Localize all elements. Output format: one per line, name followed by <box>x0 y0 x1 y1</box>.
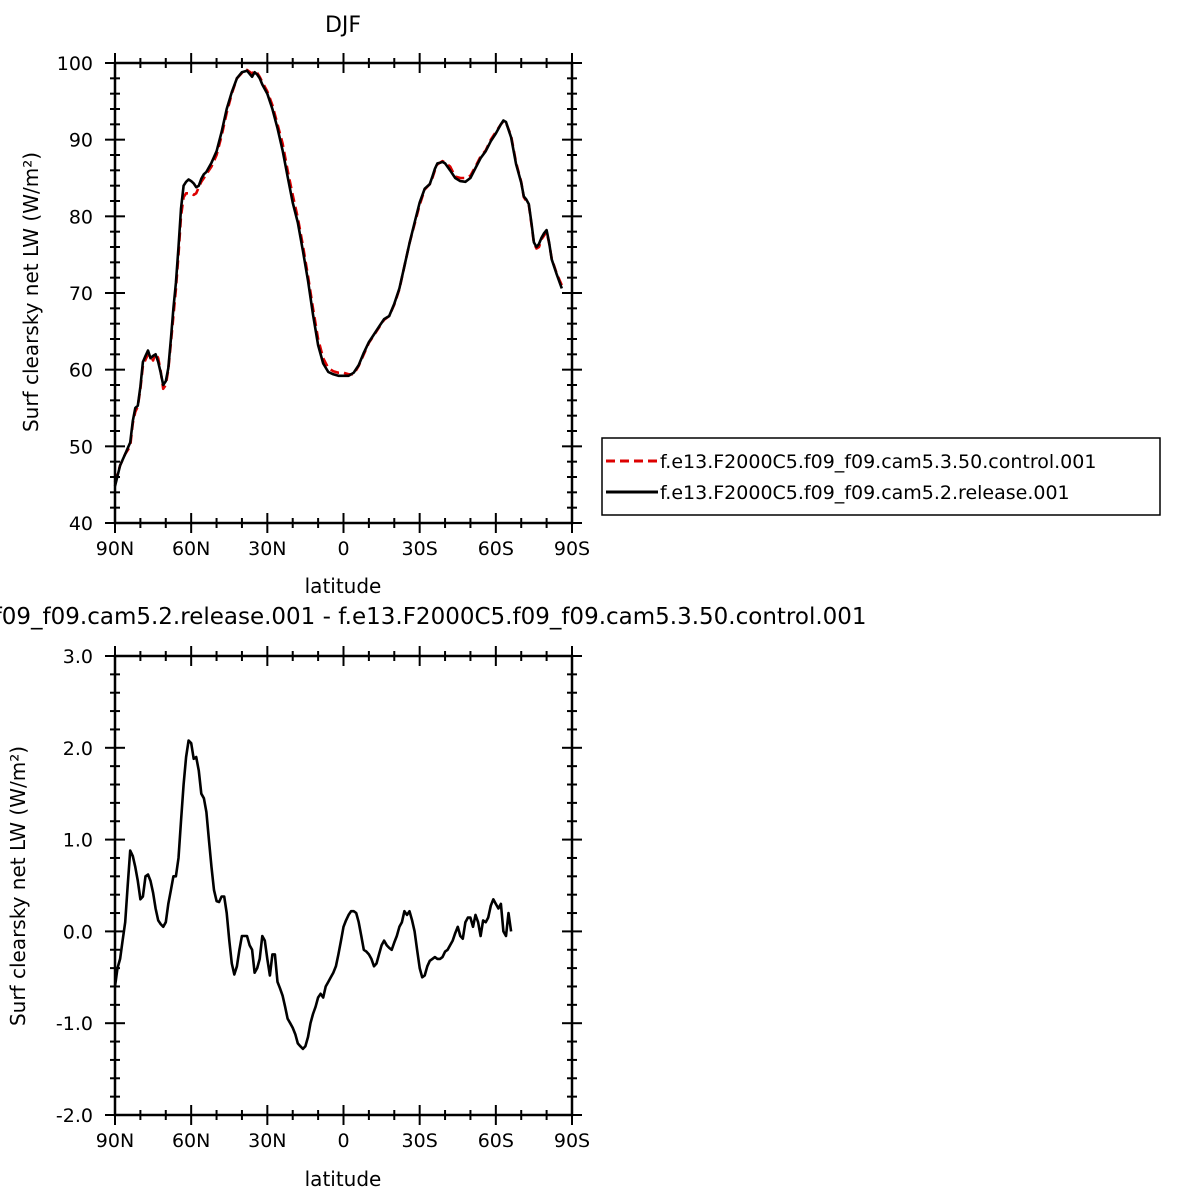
top-chart-title: DJF <box>325 13 361 38</box>
svg-text:Surf clearsky net LW (W/m²): Surf clearsky net LW (W/m²) <box>19 152 43 432</box>
top-chart-series-line-0 <box>113 68 563 483</box>
bottom-chart-x-tick-label: 0 <box>337 1130 349 1152</box>
top-chart-y-tick-label: 90 <box>69 130 93 152</box>
bottom-chart-series-line-0 <box>113 739 513 1051</box>
bottom-chart-plot-frame <box>113 654 574 1117</box>
bottom-chart-y-tick-label: 1.0 <box>63 830 93 852</box>
top-chart-x-axis-label: latitude <box>305 574 382 598</box>
top-chart-x-tick-label: 90N <box>96 538 134 560</box>
top-chart-x-tick-label: 30N <box>248 538 286 560</box>
top-chart-x-tick-label: 30S <box>402 538 438 560</box>
bottom-chart-y-tick-label: 0.0 <box>63 921 93 943</box>
bottom-chart-x-axis-label: latitude <box>305 1167 382 1191</box>
top-chart-x-tick-label: 0 <box>337 538 349 560</box>
legend-box <box>601 437 1161 516</box>
top-chart-y-tick-label: 80 <box>69 206 93 228</box>
top-chart-x-tick-label: 90S <box>554 538 590 560</box>
bottom-chart-x-tick-label: 90S <box>554 1130 590 1152</box>
top-chart-y-tick-label: 70 <box>69 283 93 305</box>
top-chart: DJF Surf clearsky net LW (W/m²) latitude… <box>19 13 1161 598</box>
legend-label-control: f.e13.F2000C5.f09_f09.cam5.3.50.control.… <box>660 451 1096 473</box>
bottom-chart-y-tick-label: 2.0 <box>63 738 93 760</box>
bottom-chart-x-tick-label: 60S <box>478 1130 514 1152</box>
bottom-chart-x-tick-label: 90N <box>96 1130 134 1152</box>
top-chart-x-tick-label: 60N <box>172 538 210 560</box>
bottom-chart-y-tick-label: 3.0 <box>63 646 93 668</box>
top-chart-plot-frame <box>113 61 574 525</box>
top-chart-series-line-1 <box>113 69 564 487</box>
legend-label-release: f.e13.F2000C5.f09_f09.cam5.2.release.001 <box>660 482 1070 504</box>
bottom-chart-y-tick-label: -2.0 <box>56 1105 93 1127</box>
bottom-chart-title: f.e13.F2000C5.f09_f09.cam5.2.release.001… <box>0 604 867 630</box>
bottom-chart: f.e13.F2000C5.f09_f09.cam5.2.release.001… <box>0 604 867 1191</box>
bottom-chart-x-tick-label: 30S <box>402 1130 438 1152</box>
top-chart-y-axis-label: Surf clearsky net LW (W/m²) <box>19 152 43 432</box>
bottom-chart-x-tick-label: 30N <box>248 1130 286 1152</box>
top-chart-y-tick-label: 40 <box>69 513 93 535</box>
top-chart-x-tick-label: 60S <box>478 538 514 560</box>
bottom-chart-y-axis-label: Surf clearsky net LW (W/m²) <box>6 746 30 1026</box>
bottom-chart-y-tick-label: -1.0 <box>56 1013 93 1035</box>
top-chart-y-tick-label: 60 <box>69 360 93 382</box>
top-chart-y-tick-label: 50 <box>69 436 93 458</box>
top-chart-legend: f.e13.F2000C5.f09_f09.cam5.3.50.control.… <box>601 437 1161 516</box>
bottom-chart-x-tick-label: 60N <box>172 1130 210 1152</box>
svg-text:Surf clearsky net LW (W/m²): Surf clearsky net LW (W/m²) <box>6 746 30 1026</box>
top-chart-y-tick-label: 100 <box>57 53 93 75</box>
